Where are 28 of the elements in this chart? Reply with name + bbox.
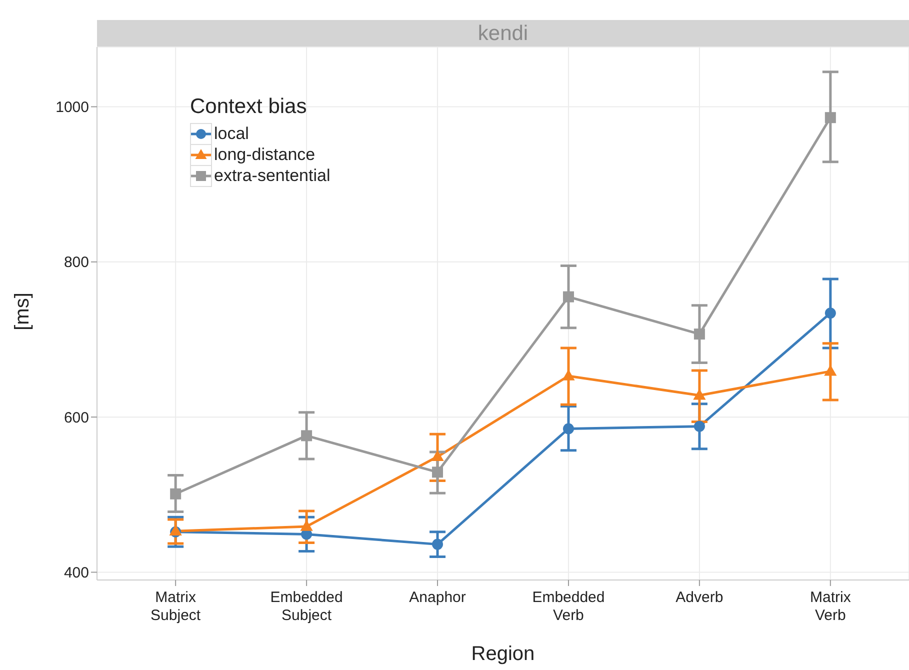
legend-title: Context bias xyxy=(190,95,308,119)
y-tick-label: 800 xyxy=(64,254,89,272)
point xyxy=(824,308,836,319)
legend-label: long-distance xyxy=(214,144,316,164)
x-axis-title: Region xyxy=(470,643,536,666)
y-tick-label: 400 xyxy=(64,564,89,582)
x-tick-label: Embedded Subject xyxy=(270,589,343,624)
y-axis-title: [ms] xyxy=(11,292,34,330)
y-tick-label: 600 xyxy=(64,409,89,426)
point xyxy=(562,423,574,434)
point xyxy=(301,430,312,442)
x-tick-label: Adverb xyxy=(676,589,724,606)
chart-title: kendi xyxy=(97,20,909,47)
y-tick-label: 1000 xyxy=(56,99,89,116)
point xyxy=(170,488,182,500)
x-tick-label: Anaphor xyxy=(409,589,466,606)
x-tick-label: Embedded Verb xyxy=(532,589,605,624)
x-tick-label: Matrix Subject xyxy=(150,589,202,624)
point xyxy=(824,112,836,124)
point xyxy=(562,291,574,302)
legend-label: extra-sentential xyxy=(214,166,330,186)
x-tick-label: Matrix Verb xyxy=(810,589,852,624)
point xyxy=(432,466,444,478)
point xyxy=(432,538,444,550)
legend-label: local xyxy=(214,124,249,144)
point xyxy=(431,450,444,462)
point xyxy=(694,420,705,432)
point xyxy=(694,328,705,340)
